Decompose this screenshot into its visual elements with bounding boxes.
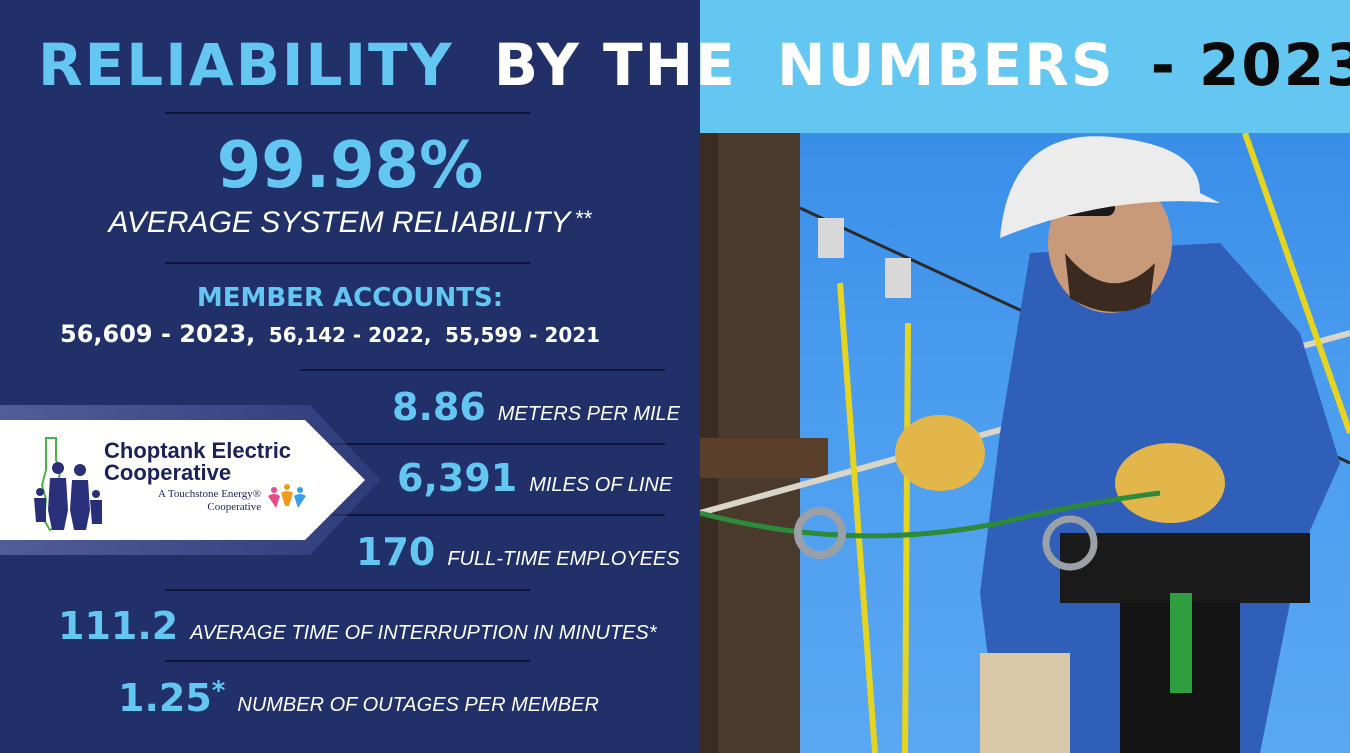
logo-name-line2: Cooperative bbox=[104, 460, 232, 485]
logo-callout: Choptank Electric Cooperative A Touchsto… bbox=[0, 405, 380, 555]
divider bbox=[165, 262, 530, 264]
logo-name-line1: Choptank Electric bbox=[104, 438, 292, 463]
stat-miles-of-line: 6,391 MILES OF LINE bbox=[397, 456, 672, 500]
title-band bbox=[700, 0, 1350, 133]
reliability-footnote: ** bbox=[574, 206, 592, 231]
divider bbox=[300, 369, 665, 371]
stat-label: METERS PER MILE bbox=[497, 403, 681, 425]
lineworker-photo bbox=[700, 133, 1350, 753]
stat-value: 170 bbox=[356, 530, 436, 574]
divider bbox=[165, 589, 530, 591]
member-accounts-values: 56,609 - 2023, 56,142 - 2022, 55,599 - 2… bbox=[60, 320, 600, 348]
stat-value: 1.25 bbox=[118, 676, 212, 720]
stat-outages-per-member: 1.25 * NUMBER OF OUTAGES PER MEMBER bbox=[118, 676, 599, 720]
stat-value: 111.2 bbox=[58, 604, 179, 648]
member-accounts-2022: 56,142 - 2022, bbox=[268, 323, 432, 347]
logo-name: Choptank Electric Cooperative bbox=[104, 440, 291, 484]
member-accounts-2023: 56,609 - 2023, bbox=[60, 320, 256, 348]
title-word-by-the: BY THE bbox=[493, 31, 737, 99]
stat-label: FULL-TIME EMPLOYEES bbox=[447, 548, 680, 570]
stat-meters-per-mile: 8.86 METERS PER MILE bbox=[392, 385, 680, 429]
stat-interruption-time: 111.2 AVERAGE TIME OF INTERRUPTION IN MI… bbox=[58, 604, 657, 648]
title-word-numbers: NUMBERS bbox=[776, 31, 1115, 99]
logo-tagline-line1: A Touchstone Energy® bbox=[158, 488, 262, 500]
divider bbox=[165, 660, 530, 662]
member-accounts-heading: MEMBER ACCOUNTS: bbox=[196, 283, 504, 313]
stat-value: 8.86 bbox=[392, 385, 486, 429]
left-panel bbox=[0, 0, 700, 753]
logo-card: Choptank Electric Cooperative A Touchsto… bbox=[0, 420, 365, 540]
page-title: RELIABILITY BY THE NUMBERS - 2023 bbox=[38, 30, 1350, 100]
title-word-reliability: RELIABILITY bbox=[38, 31, 454, 99]
stat-value: 6,391 bbox=[397, 456, 518, 500]
reliability-label: AVERAGE SYSTEM RELIABILITY ** bbox=[0, 206, 700, 240]
cooperative-logo-icon bbox=[34, 437, 102, 532]
touchstone-people-icon bbox=[268, 484, 306, 508]
logo-tagline-line2: Cooperative bbox=[207, 501, 262, 513]
member-accounts-2021: 55,599 - 2021 bbox=[445, 323, 601, 347]
divider bbox=[300, 443, 665, 445]
stat-label: MILES OF LINE bbox=[529, 474, 673, 496]
logo-tagline: A Touchstone Energy® Cooperative bbox=[158, 488, 261, 514]
divider bbox=[165, 112, 530, 114]
stat-footnote: * bbox=[211, 676, 226, 706]
reliability-value: 99.98% bbox=[216, 129, 484, 203]
lineworker-photo-illustration bbox=[700, 133, 1350, 753]
divider bbox=[300, 514, 665, 516]
reliability-label-text: AVERAGE SYSTEM RELIABILITY bbox=[108, 206, 571, 239]
title-year: - 2023 bbox=[1150, 31, 1350, 99]
stat-employees: 170 FULL-TIME EMPLOYEES bbox=[356, 530, 680, 574]
stat-label: NUMBER OF OUTAGES PER MEMBER bbox=[237, 694, 599, 716]
stat-label: AVERAGE TIME OF INTERRUPTION IN MINUTES* bbox=[190, 622, 657, 644]
